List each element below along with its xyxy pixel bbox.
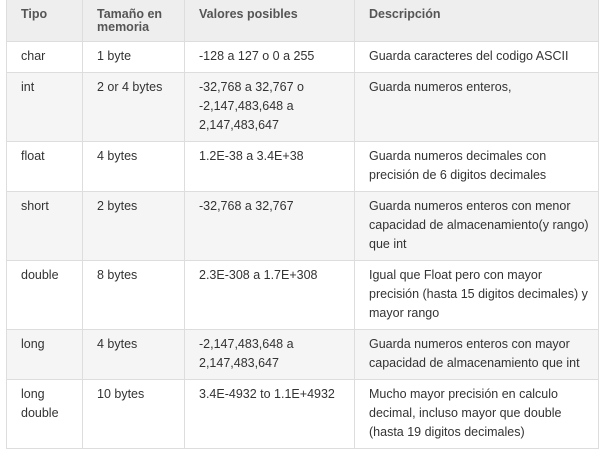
cell-valores: -2,147,483,648 a 2,147,483,647 (184, 329, 355, 380)
header-tamano: Tamaño en memoria (82, 0, 185, 42)
table-row: int 2 or 4 bytes -32,768 a 32,767 o -2,1… (6, 72, 599, 142)
data-types-table: Tipo Tamaño en memoria Valores posibles … (6, 0, 599, 449)
table-row: double 8 bytes 2.3E-308 a 1.7E+308 Igual… (6, 260, 599, 330)
cell-tamano: 2 bytes (82, 191, 185, 261)
cell-tipo: double (6, 260, 83, 330)
table-header-row: Tipo Tamaño en memoria Valores posibles … (6, 0, 599, 42)
header-valores: Valores posibles (184, 0, 355, 42)
cell-valores: -128 a 127 o 0 a 255 (184, 41, 355, 73)
cell-valores: -32,768 a 32,767 o -2,147,483,648 a 2,14… (184, 72, 355, 142)
cell-tipo: float (6, 141, 83, 192)
table-row: long 4 bytes -2,147,483,648 a 2,147,483,… (6, 329, 599, 380)
cell-descripcion: Guarda numeros decimales con precisión d… (354, 141, 599, 192)
cell-tamano: 4 bytes (82, 141, 185, 192)
cell-descripcion: Igual que Float pero con mayor precisión… (354, 260, 599, 330)
cell-tipo: int (6, 72, 83, 142)
cell-descripcion: Mucho mayor precisión en calculo decimal… (354, 379, 599, 449)
cell-tipo: short (6, 191, 83, 261)
cell-tamano: 10 bytes (82, 379, 185, 449)
cell-valores: -32,768 a 32,767 (184, 191, 355, 261)
cell-tipo: long (6, 329, 83, 380)
cell-descripcion: Guarda numeros enteros, (354, 72, 599, 142)
header-descripcion: Descripción (354, 0, 599, 42)
table-row: float 4 bytes 1.2E-38 a 3.4E+38 Guarda n… (6, 141, 599, 192)
cell-tipo: long double (6, 379, 83, 449)
cell-tamano: 2 or 4 bytes (82, 72, 185, 142)
table-row: long double 10 bytes 3.4E-4932 to 1.1E+4… (6, 379, 599, 449)
cell-tipo: char (6, 41, 83, 73)
cell-tamano: 8 bytes (82, 260, 185, 330)
table-row: char 1 byte -128 a 127 o 0 a 255 Guarda … (6, 41, 599, 73)
cell-descripcion: Guarda numeros enteros con menor capacid… (354, 191, 599, 261)
cell-tamano: 1 byte (82, 41, 185, 73)
cell-valores: 1.2E-38 a 3.4E+38 (184, 141, 355, 192)
cell-descripcion: Guarda caracteres del codigo ASCII (354, 41, 599, 73)
cell-tamano: 4 bytes (82, 329, 185, 380)
cell-descripcion: Guarda numeros enteros con mayor capacid… (354, 329, 599, 380)
cell-valores: 2.3E-308 a 1.7E+308 (184, 260, 355, 330)
header-tipo: Tipo (6, 0, 83, 42)
table-row: short 2 bytes -32,768 a 32,767 Guarda nu… (6, 191, 599, 261)
cell-valores: 3.4E-4932 to 1.1E+4932 (184, 379, 355, 449)
